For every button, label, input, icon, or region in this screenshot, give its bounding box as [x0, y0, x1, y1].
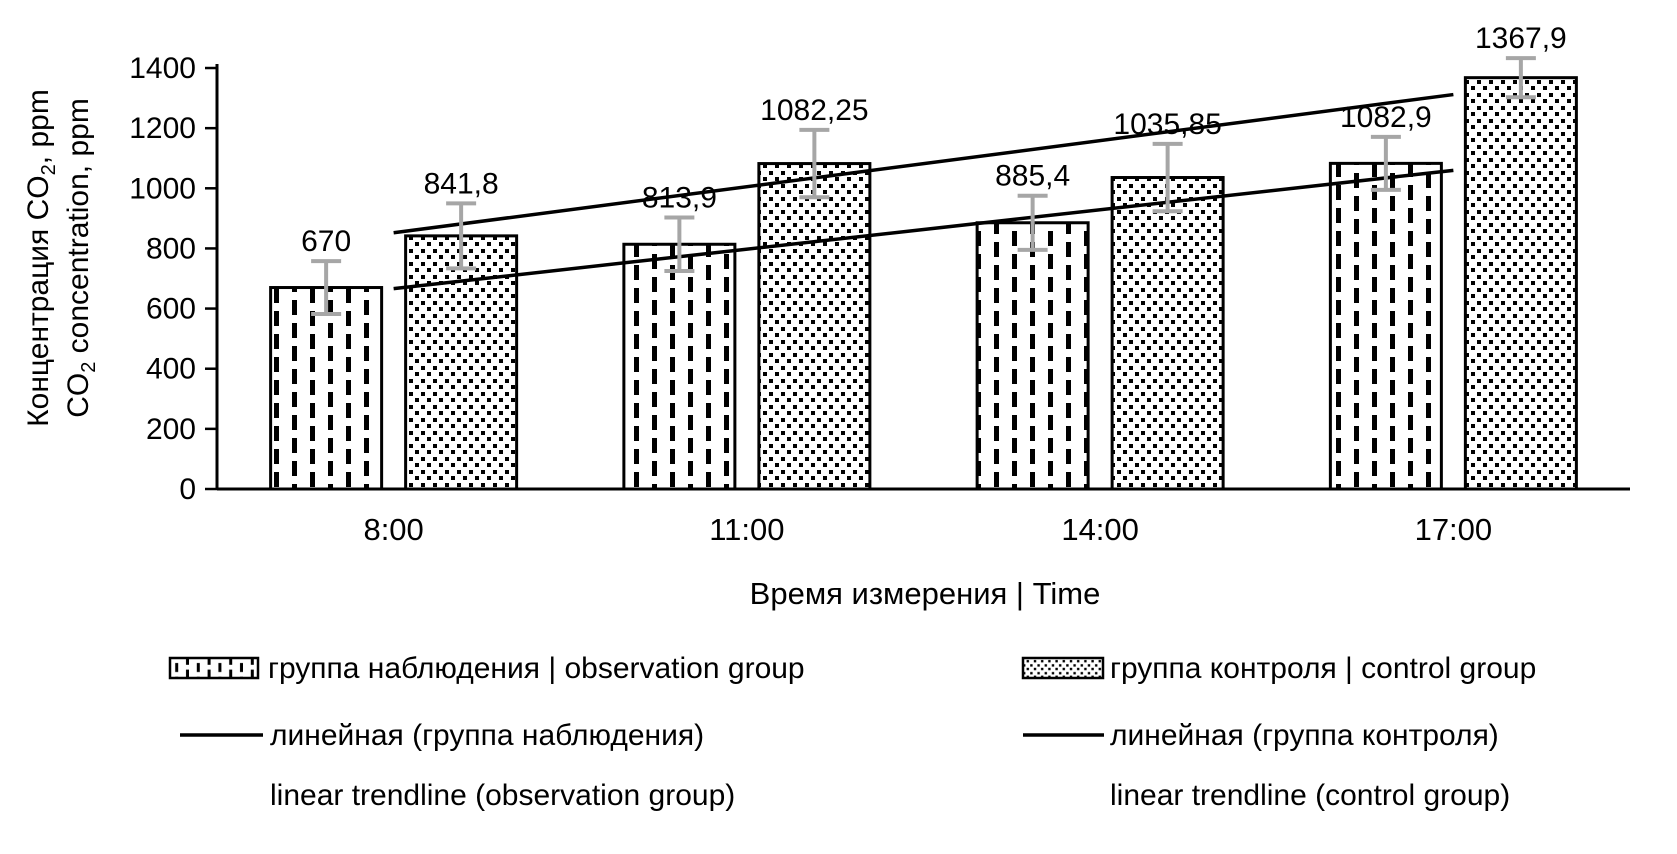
legend-swatch-observation-group: [168, 656, 260, 680]
data-label-observation-17:00: 1082,9: [1340, 101, 1432, 134]
data-label-control-11:00: 1082,25: [760, 94, 868, 127]
x-tick-label-11:00: 11:00: [709, 512, 784, 547]
data-label-control-17:00: 1367,9: [1475, 22, 1567, 55]
bar-observation-8:00: [269, 286, 384, 491]
data-label-control-14:00: 1035,85: [1113, 108, 1221, 141]
legend-label-control-trendline-ru: линейная (группа контроля): [1110, 719, 1499, 752]
error-bars-and-labels-layer: 670 813,9 885,4 1082,9 841,8 1082,25 1035,85 13…: [301, 22, 1567, 316]
bars-over-trend-layer: [1463, 76, 1578, 491]
y-axis-title-en: CO2 concentration, ppm: [62, 98, 100, 418]
y-tick-label: 800: [146, 232, 196, 265]
y-tick-label: 1000: [129, 172, 196, 205]
legend-label-observation-trendline-en: linear trendline (observation group): [270, 779, 735, 812]
legend: группа наблюдения | observation group гр…: [168, 652, 1536, 812]
bar-control-11:00: [757, 162, 872, 491]
legend-label-control-group: группа контроля | control group: [1110, 652, 1536, 685]
legend-label-control-trendline-en: linear trendline (control group): [1110, 779, 1510, 812]
x-tick-label-14:00: 14:00: [1061, 512, 1139, 547]
legend-label-observation-group: группа наблюдения | observation group: [268, 652, 805, 685]
data-label-observation-11:00: 813,9: [642, 181, 717, 214]
y-tick-label: 0: [179, 473, 196, 506]
x-tick-label-17:00: 17:00: [1415, 512, 1493, 547]
legend-label-observation-trendline-ru: линейная (группа наблюдения): [270, 719, 704, 752]
y-tick-label: 600: [146, 293, 196, 326]
data-label-observation-8:00: 670: [301, 225, 351, 258]
bar-control-17:00: [1463, 76, 1578, 491]
x-tick-label-8:00: 8:00: [363, 512, 423, 547]
axes-layer: 0 200 400 600 800 1000 1200 1400 8:00 11:00 14:00 1…: [129, 52, 1630, 547]
y-tick-label: 1400: [129, 52, 196, 85]
trendline-control: [393, 92, 1454, 235]
bar-control-8:00: [404, 234, 519, 491]
trendlines-layer: [393, 92, 1454, 291]
data-label-observation-14:00: 885,4: [995, 160, 1070, 193]
trendline-observation: [393, 168, 1454, 291]
bar-observation-17:00: [1328, 161, 1443, 491]
bar-observation-11:00: [622, 242, 737, 491]
bar-control-14:00: [1110, 176, 1225, 491]
y-axis-title-ru: Концентрация CO2, ppm: [22, 89, 60, 427]
x-axis-title: Время измерения | Time: [750, 576, 1101, 611]
legend-swatch-control-group: [1021, 656, 1105, 680]
y-tick-label: 200: [146, 413, 196, 446]
y-tick-label: 1200: [129, 112, 196, 145]
data-label-control-8:00: 841,8: [424, 167, 499, 200]
y-tick-label: 400: [146, 353, 196, 386]
bars-layer: [269, 161, 1443, 491]
bar-observation-14:00: [975, 221, 1090, 491]
